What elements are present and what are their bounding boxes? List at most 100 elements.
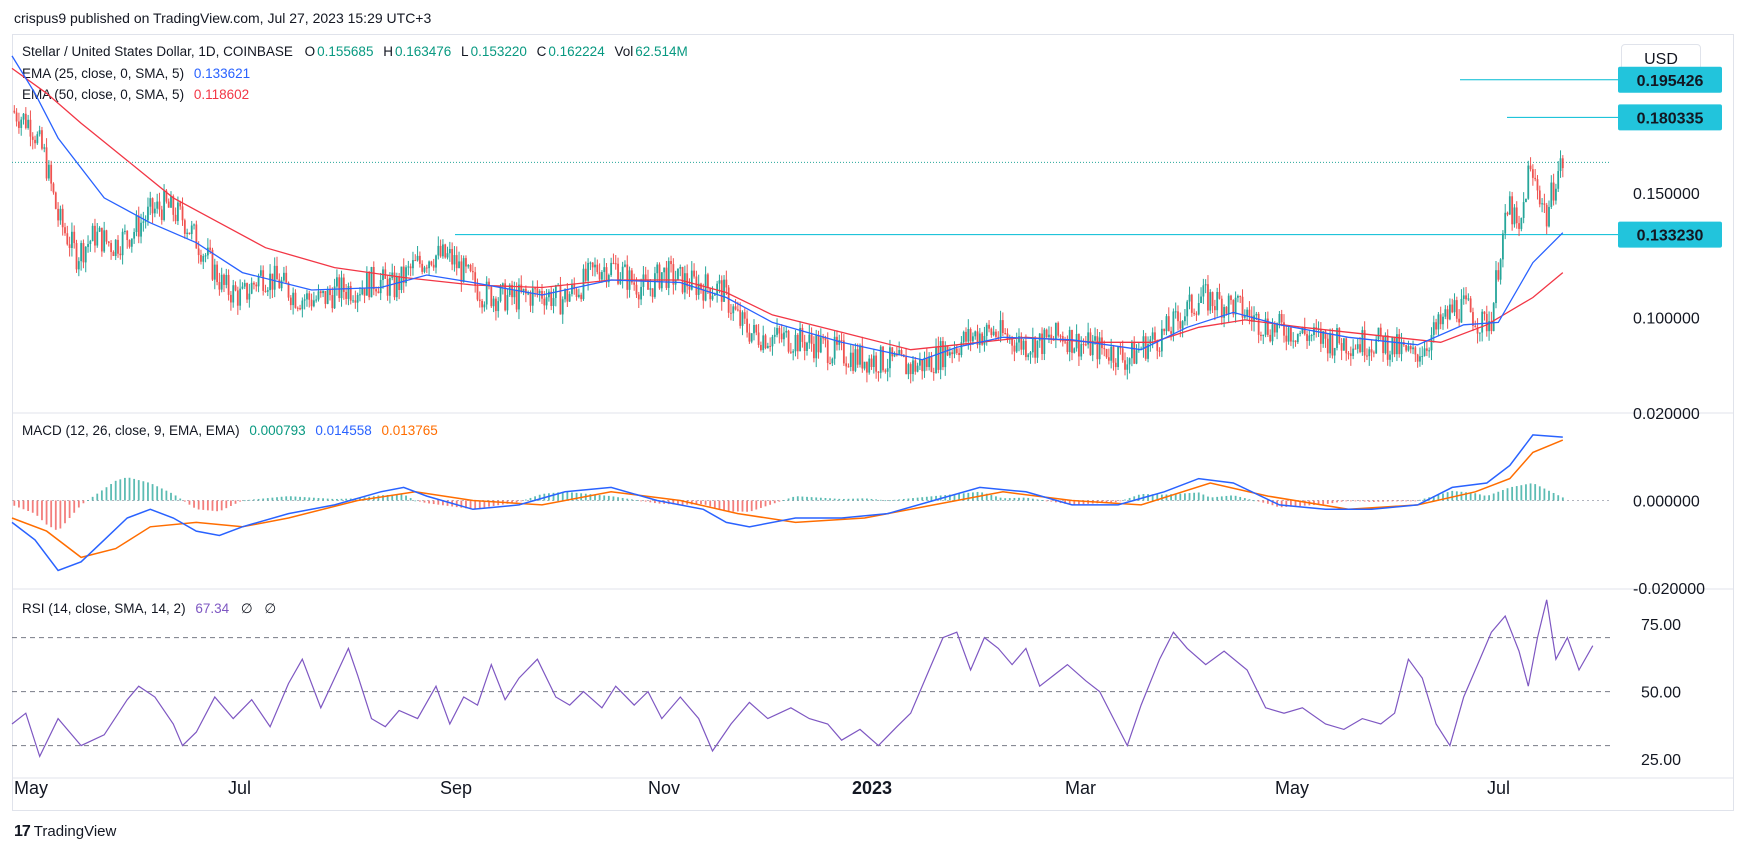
macd-histogram-bar	[732, 500, 735, 512]
macd-signal-value: 0.013765	[381, 423, 438, 438]
macd-histogram-bar	[423, 500, 426, 503]
macd-histogram-bar	[847, 498, 850, 501]
macd-histogram-bar	[1230, 495, 1232, 501]
macd-histogram-bar	[515, 500, 518, 503]
legend-symbol: Stellar / United States Dollar, 1D, COIN…	[22, 44, 293, 59]
macd-histogram-bar	[1368, 500, 1371, 502]
candle	[103, 230, 106, 252]
legend-macd[interactable]: MACD (12, 26, close, 9, EMA, EMA) 0.0007…	[22, 423, 438, 438]
candle	[916, 365, 919, 372]
candle	[702, 289, 705, 301]
macd-histogram-bar	[598, 495, 601, 501]
candle	[490, 286, 493, 307]
macd-histogram-bar	[796, 496, 799, 501]
candle	[1559, 158, 1562, 172]
candle	[1147, 344, 1149, 359]
candle	[36, 134, 39, 144]
macd-histogram-bar	[1216, 496, 1219, 501]
candle	[1096, 336, 1099, 360]
candle	[1043, 329, 1046, 354]
macd-histogram-bar	[1022, 497, 1025, 501]
legend-ema25[interactable]: EMA (25, close, 0, SMA, 5) 0.133621	[22, 66, 250, 81]
candle	[1052, 339, 1055, 341]
candle	[718, 280, 721, 284]
candle	[999, 320, 1002, 338]
candle	[1112, 346, 1115, 363]
macd-histogram-bar	[271, 497, 274, 501]
candle	[948, 352, 951, 356]
legend-high: 0.163476	[394, 44, 452, 59]
candle	[1460, 298, 1463, 323]
candle	[1170, 331, 1172, 334]
candle	[1306, 334, 1308, 341]
candle	[400, 266, 403, 290]
candle	[566, 289, 569, 302]
candle	[474, 272, 477, 286]
candle	[306, 293, 308, 300]
candle	[727, 287, 730, 313]
candle	[66, 233, 69, 245]
legend-ema50[interactable]: EMA (50, close, 0, SMA, 5) 0.118602	[22, 87, 249, 102]
candle	[1280, 314, 1283, 323]
candle	[409, 266, 412, 269]
candle	[974, 331, 977, 337]
candle	[1107, 357, 1110, 361]
macd-histogram-bar	[736, 500, 739, 512]
candle	[1389, 354, 1391, 360]
macd-histogram-bar	[819, 497, 822, 501]
candle	[1453, 300, 1456, 313]
candle	[271, 273, 274, 290]
candle	[1361, 330, 1364, 353]
candle	[806, 342, 808, 352]
candle	[573, 284, 576, 290]
candle	[1054, 322, 1057, 341]
candle	[287, 282, 290, 298]
macd-histogram-bar	[202, 500, 205, 510]
candle	[1257, 313, 1260, 335]
macd-histogram-bar	[1409, 500, 1412, 502]
candle	[1073, 348, 1076, 353]
candle	[1094, 336, 1096, 341]
candle	[342, 277, 345, 292]
candle	[117, 239, 119, 254]
candle	[347, 286, 350, 299]
candle	[338, 277, 341, 299]
candle	[188, 232, 191, 235]
macd-histogram-bar	[1248, 499, 1251, 501]
candle	[1490, 321, 1493, 332]
currency-selector[interactable]: USD	[1621, 44, 1701, 76]
candle	[769, 345, 772, 347]
candle	[723, 279, 725, 302]
candle	[1375, 339, 1378, 354]
tradingview-brand[interactable]: 17 TradingView	[14, 823, 116, 841]
legend-rsi[interactable]: RSI (14, close, SMA, 14, 2) 67.34 ∅ ∅	[22, 601, 276, 617]
candle	[1474, 325, 1477, 328]
macd-histogram-bar	[801, 496, 804, 501]
candle	[1340, 343, 1343, 351]
candle	[451, 248, 454, 265]
macd-histogram-bar	[382, 495, 384, 501]
candle	[455, 255, 458, 269]
candle	[278, 279, 281, 289]
candle	[610, 262, 613, 276]
macd-histogram-bar	[18, 500, 20, 508]
candle	[213, 264, 216, 280]
macd-histogram-bar	[45, 500, 48, 525]
macd-histogram-bar	[1529, 483, 1532, 501]
candle	[829, 362, 831, 364]
macd-histogram-bar	[755, 500, 758, 510]
candle	[333, 286, 336, 309]
candle	[407, 266, 410, 268]
macd-histogram-bar	[326, 498, 329, 501]
candle	[900, 350, 903, 355]
macd-histogram-bar	[1515, 486, 1518, 501]
brand-label: TradingView	[33, 823, 117, 840]
macd-histogram-bar	[1013, 497, 1016, 501]
rsi-axis-tick: 25.00	[1641, 752, 1681, 769]
candle	[13, 110, 16, 113]
macd-histogram-bar	[156, 486, 159, 501]
candle	[269, 273, 271, 291]
candle	[230, 294, 232, 303]
candle	[1331, 333, 1334, 356]
macd-histogram-bar	[1469, 492, 1472, 501]
